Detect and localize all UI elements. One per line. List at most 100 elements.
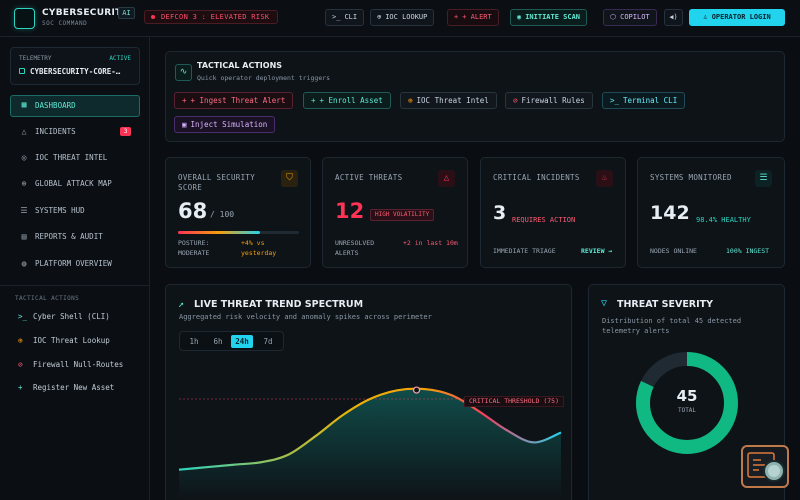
sidebar-item-label: REPORTS & AUDIT [35,232,103,241]
operator-login-button[interactable]: ♙ OPERATOR LOGIN [689,9,785,26]
dashboard-icon: ▦ [21,100,27,109]
sidebar-item-systems-hud[interactable]: ☰ SYSTEMS HUD [10,200,140,222]
register-new-asset-label: Register New Asset [33,383,115,392]
trend-subtitle: Aggregated risk velocity and anomaly spi… [179,313,432,321]
inject-simulation-label: Inject Simulation [190,120,268,129]
range-24h-button[interactable]: 24h [231,335,253,348]
security-score-max: / 100 [210,210,235,219]
active-threats-label: ACTIVE THREATS [335,173,403,182]
ioc-threat-lookup-label: IOC Threat Lookup [33,336,110,345]
document-icon: ▤ [21,232,27,241]
add-alert-label: + ALERT [462,13,492,21]
security-score-label: OVERALL SECURITY SCORE [178,173,256,192]
terminal-icon: >_ [332,13,341,21]
trend-area-fill [179,388,561,500]
sidebar-item-dashboard[interactable]: ▦ DASHBOARD [10,95,140,117]
sidebar: TELEMETRY ACTIVE CYBERSECURITY-CORE-… ▦ D… [0,37,150,500]
flame-icon: ♨ [596,170,613,187]
target-icon: ◎ [21,153,27,162]
ingest-threat-alert-button[interactable]: + + Ingest Threat Alert [174,92,294,109]
ioc-threat-lookup-link[interactable]: ⊕ IOC Threat Lookup [18,336,110,345]
defcon-status-badge: DEFCON 3 : ELEVATED RISK [144,10,279,24]
brand: CYBERSECURITY SOC COMMAND [42,8,128,27]
sidebar-item-label: INCIDENTS [35,127,76,136]
incident-count-badge: 3 [120,127,131,136]
requires-action-label: REQUIRES ACTION [512,216,576,224]
security-score-card: OVERALL SECURITY SCORE ⛉ 68 / 100 POSTUR… [165,157,311,268]
telemetry-status: ACTIVE [109,55,131,62]
sidebar-item-reports-audit[interactable]: ▤ REPORTS & AUDIT [10,226,140,248]
posture-label: POSTURE: MODERATE [178,239,210,257]
sidebar-item-platform-overview[interactable]: ◍ PLATFORM OVERVIEW [10,253,140,275]
shield-icon: ⛉ [281,170,298,187]
copilot-icon: ⬡ [610,13,617,21]
firewall-null-routes-link[interactable]: ⊘ Firewall Null-Routes [18,360,123,369]
enroll-asset-button[interactable]: + + Enroll Asset [303,92,391,109]
cyber-shell-link[interactable]: >_ Cyber Shell (CLI) [18,312,110,321]
brand-name: CYBERSECURITY [42,8,129,18]
security-score-value: 68 [178,199,208,223]
firewall-rules-button[interactable]: ⊘ Firewall Rules [505,92,593,109]
review-link[interactable]: REVIEW → [581,247,613,255]
cli-button[interactable]: >_ CLI [325,9,365,26]
tactical-actions-title: TACTICAL ACTIONS [197,61,283,70]
firewall-null-routes-label: Firewall Null-Routes [33,360,124,369]
trend-up-icon: ↗ [178,299,185,310]
critical-incidents-value: 3 [493,202,507,224]
telemetry-target-label: CYBERSECURITY-CORE-… [30,67,121,76]
sidebar-divider [0,285,150,286]
operator-login-label: OPERATOR LOGIN [711,13,771,21]
tactical-actions-heading: TACTICAL ACTIONS [15,295,80,302]
critical-threshold-label: CRITICAL THRESHOLD (75) [464,396,565,407]
ingest-status: 100% INGEST [726,247,770,255]
critical-threshold-text: CRITICAL THRESHOLD (75) [469,397,560,405]
assistant-fab-button[interactable] [741,445,789,488]
sidebar-item-global-attack-map[interactable]: ⊕ GLOBAL ATTACK MAP [10,173,140,195]
immediate-triage-label: IMMEDIATE TRIAGE [493,247,556,255]
sidebar-item-incidents[interactable]: △ INCIDENTS 3 [10,121,140,143]
severity-total: 45 [676,387,698,405]
range-1h-button[interactable]: 1h [189,337,199,346]
terminal-cli-button[interactable]: >_ Terminal CLI [602,92,686,109]
copilot-label: COPILOT [620,13,650,21]
user-icon: ♙ [703,13,712,21]
globe-icon: ⊕ [377,13,382,21]
node-icon [19,68,25,74]
ioc-threat-intel-label: IOC Threat Intel [416,96,489,105]
systems-monitored-card: SYSTEMS MONITORED ☰ 142 98.4% HEALTHY NO… [637,157,785,268]
alert-triangle-icon: △ [21,127,27,136]
terminal-icon: >_ [18,312,28,321]
time-range-selector: 1h 6h 24h 7d [179,331,284,351]
sound-toggle-button[interactable]: ◀) [664,9,683,26]
trend-peak-point[interactable] [412,386,421,394]
logo-icon [14,8,35,29]
sidebar-item-ioc-threat-intel[interactable]: ◎ IOC THREAT INTEL [10,147,140,169]
sidebar-item-label: GLOBAL ATTACK MAP [35,179,112,188]
tactical-actions-subtitle: Quick operator deployment triggers [197,74,331,82]
add-alert-button[interactable]: + + ALERT [447,9,499,26]
globe-icon: ⊕ [408,96,413,105]
enroll-asset-label: + Enroll Asset [319,96,383,105]
telemetry-label: TELEMETRY [19,55,52,62]
score-delta: +4% vs yesterday [241,239,277,257]
threats-delta: +2 in last 10m [403,239,458,247]
copilot-button[interactable]: ⬡ COPILOT [603,9,657,26]
server-icon: ☰ [20,206,28,215]
range-6h-button[interactable]: 6h [213,337,223,346]
active-threats-card: ACTIVE THREATS △ 12 HIGH VOLATILITY UNRE… [322,157,468,268]
pulse-icon: ∿ [175,64,192,81]
initiate-scan-button[interactable]: ◉ INITIATE SCAN [510,9,588,26]
ioc-lookup-button[interactable]: ⊕ IOC LOOKUP [370,9,435,26]
telemetry-card[interactable]: TELEMETRY ACTIVE CYBERSECURITY-CORE-… [10,47,140,85]
initiate-scan-label: INITIATE SCAN [525,13,581,21]
telemetry-target: CYBERSECURITY-CORE-… [19,67,120,76]
ioc-threat-intel-button[interactable]: ⊕ IOC Threat Intel [400,92,497,109]
sidebar-item-label: PLATFORM OVERVIEW [35,259,112,268]
brand-sub: SOC COMMAND [42,20,88,27]
filter-icon: ▽ [601,298,608,309]
ban-icon: ⊘ [513,96,518,105]
range-7d-button[interactable]: 7d [263,337,273,346]
inject-simulation-button[interactable]: ▣ Inject Simulation [174,116,276,133]
register-new-asset-link[interactable]: + Register New Asset [18,383,114,392]
ban-icon: ⊘ [18,360,23,369]
